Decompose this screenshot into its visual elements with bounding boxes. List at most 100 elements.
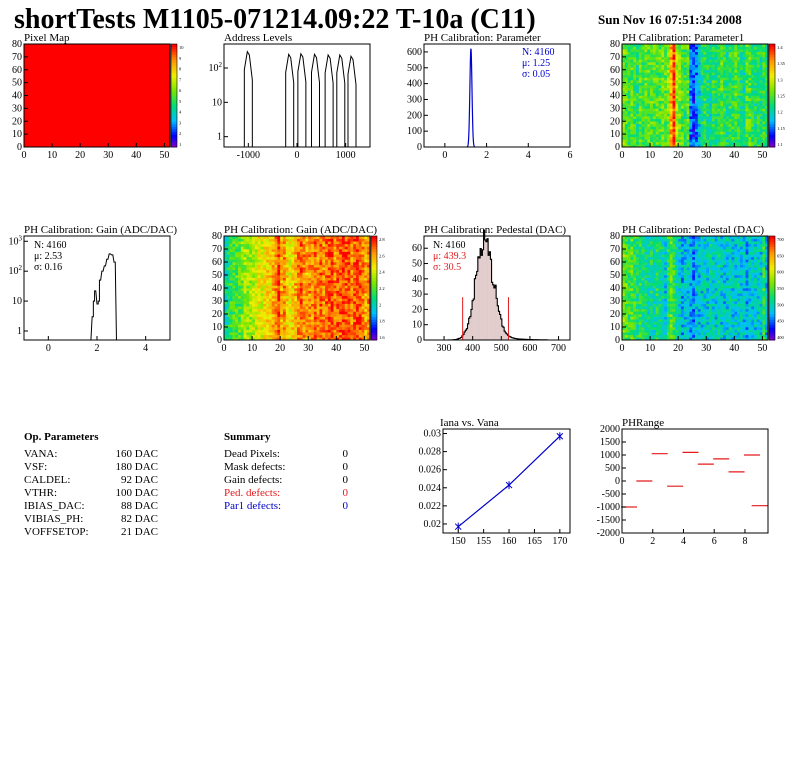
- heatmap-cell: [350, 327, 354, 330]
- heatmap-cell: [725, 126, 729, 130]
- heatmap-cell: [725, 134, 729, 138]
- heatmap-cell: [630, 95, 634, 99]
- heatmap-cell: [725, 113, 729, 117]
- colorbar-segment: [171, 103, 177, 107]
- heatmap-cell: [622, 251, 626, 255]
- heatmap-cell: [226, 306, 230, 310]
- heatmap-cell: [695, 141, 699, 145]
- heatmap-cell: [630, 121, 634, 125]
- heatmap-cell: [647, 238, 651, 242]
- heatmap-cell: [246, 303, 250, 307]
- heatmap-cell: [260, 262, 264, 265]
- heatmap-cell: [235, 290, 239, 294]
- histogram-fill: [478, 257, 481, 340]
- heatmap-cell: [291, 277, 295, 281]
- heatmap-cell: [353, 267, 357, 271]
- heatmap-cell: [739, 56, 744, 60]
- heatmap-cell: [271, 280, 275, 284]
- heatmap-cell: [302, 290, 306, 294]
- heatmap-cell: [706, 95, 710, 99]
- heatmap-cell: [644, 319, 648, 323]
- address-peak: [285, 52, 295, 147]
- heatmap-cell: [717, 85, 721, 89]
- heatmap-cell: [652, 56, 656, 60]
- address-peak: [347, 54, 357, 147]
- heatmap-cell: [333, 290, 337, 294]
- heatmap-cell: [624, 298, 628, 302]
- histogram-fill: [466, 328, 468, 340]
- heatmap-cell: [274, 285, 278, 289]
- heatmap-cell: [711, 144, 715, 148]
- heatmap-cell: [692, 69, 696, 73]
- heatmap-cell: [624, 98, 628, 101]
- heatmap-cell: [319, 295, 323, 299]
- heatmap-cell: [762, 126, 766, 130]
- heatmap-cell: [330, 298, 334, 302]
- heatmap-cell: [683, 59, 687, 63]
- heatmap-cell: [644, 282, 648, 286]
- heatmap-cell: [753, 110, 758, 114]
- heatmap-cell: [650, 62, 654, 65]
- heatmap-cell: [759, 72, 763, 76]
- heatmap-cell: [638, 72, 642, 76]
- heatmap-cell: [294, 314, 298, 317]
- heatmap-cell: [717, 126, 721, 130]
- heatmap-cell: [672, 80, 676, 83]
- heatmap-cell: [627, 46, 631, 50]
- heatmap-cell: [268, 241, 273, 245]
- heatmap-cell: [224, 262, 228, 265]
- heatmap-cell: [627, 126, 631, 130]
- heatmap-cell: [638, 262, 642, 265]
- heatmap-cell: [285, 303, 289, 307]
- colorbar-segment: [769, 118, 775, 122]
- heatmap-cell: [353, 282, 357, 286]
- heatmap-cell: [350, 316, 354, 320]
- heatmap-cell: [678, 141, 682, 145]
- heatmap-cell: [624, 277, 628, 281]
- heatmap-cell: [285, 277, 289, 281]
- heatmap-cell: [282, 269, 287, 273]
- heatmap-cell: [243, 324, 247, 328]
- heatmap-cell: [274, 303, 278, 307]
- heatmap-cell: [322, 337, 326, 341]
- heatmap-cell: [229, 303, 233, 307]
- histogram-fill: [501, 326, 504, 340]
- heatmap-cell: [299, 324, 303, 328]
- heatmap-cell: [302, 308, 306, 312]
- heatmap-cell: [274, 298, 278, 302]
- heatmap-cell: [728, 92, 732, 96]
- heatmap-cell: [661, 118, 665, 122]
- heatmap-cell: [723, 72, 727, 76]
- heatmap-cell: [257, 264, 261, 268]
- heatmap-cell: [266, 308, 270, 312]
- heatmap-cell: [254, 241, 258, 245]
- heatmap-cell: [678, 144, 682, 148]
- heatmap-cell: [311, 327, 315, 330]
- heatmap-cell: [700, 56, 704, 60]
- heatmap-cell: [706, 141, 710, 145]
- heatmap-cell: [765, 54, 769, 58]
- heatmap-cell: [266, 259, 270, 263]
- heatmap-cell: [697, 126, 701, 130]
- heatmap-cell: [311, 272, 315, 276]
- heatmap-cell: [624, 121, 628, 125]
- heatmap-cell: [633, 121, 637, 125]
- heatmap-cell: [765, 108, 769, 112]
- heatmap-cell: [737, 139, 741, 143]
- heatmap-cell: [756, 110, 760, 114]
- heatmap-cell: [268, 243, 273, 247]
- heatmap-cell: [641, 82, 645, 86]
- heatmap-cell: [361, 301, 365, 304]
- heatmap-cell: [666, 49, 671, 53]
- heatmap-cell: [753, 46, 758, 50]
- heatmap-cell: [644, 306, 648, 310]
- heatmap-cell: [728, 134, 732, 138]
- heatmap-cell: [695, 121, 699, 125]
- heatmap-cell: [624, 136, 628, 140]
- heatmap-cell: [753, 77, 758, 81]
- heatmap-cell: [229, 290, 233, 294]
- heatmap-cell: [720, 56, 724, 60]
- heatmap-cell: [695, 116, 699, 119]
- heatmap-cell: [633, 314, 637, 317]
- heatmap-cell: [274, 254, 278, 258]
